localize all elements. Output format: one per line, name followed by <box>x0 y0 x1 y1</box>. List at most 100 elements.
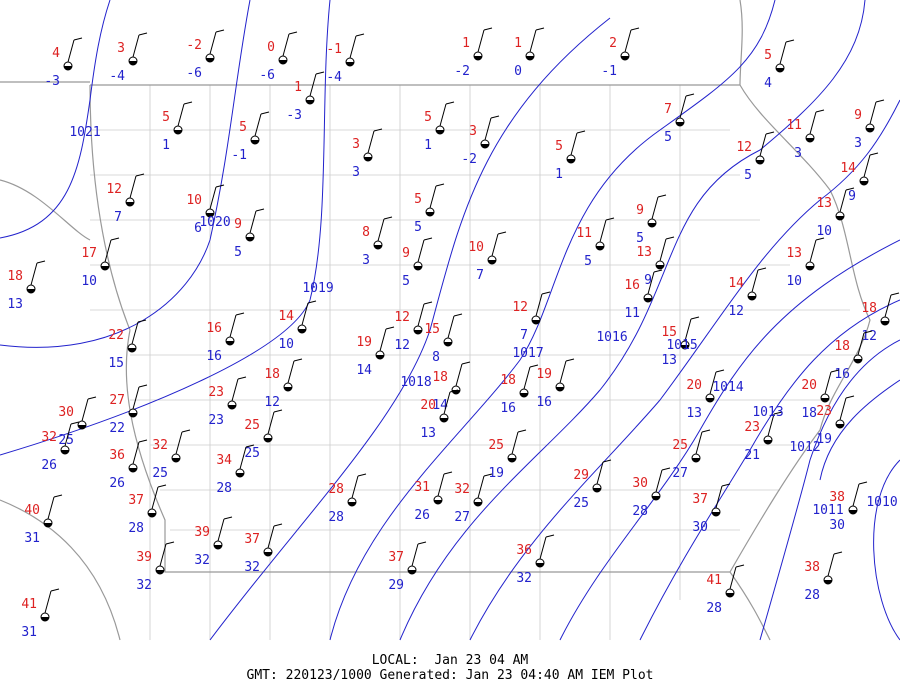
wind-barb-staff <box>287 360 295 384</box>
station: 3 -2 <box>461 115 500 167</box>
wind-barb-staff <box>239 446 247 470</box>
wind-barb-staff <box>64 423 72 447</box>
wind-barb-flag <box>517 429 527 433</box>
wind-barb-staff <box>809 239 817 263</box>
isobar-label: 1019 <box>302 281 333 296</box>
sky-cover-fill <box>474 502 482 506</box>
dewpoint: 9 <box>848 189 856 204</box>
temperature: 18 <box>500 373 516 388</box>
sky-cover-fill <box>692 458 700 462</box>
wind-barb-staff <box>715 485 723 509</box>
temperature: 1 <box>462 36 470 51</box>
dewpoint: 16 <box>536 395 552 410</box>
temperature: 23 <box>816 404 832 419</box>
sky-cover-fill <box>264 438 272 442</box>
sky-cover-fill <box>129 413 137 417</box>
sky-cover-fill <box>414 266 422 270</box>
sky-cover-fill <box>408 570 416 574</box>
wind-barb-flag <box>602 459 612 463</box>
dewpoint: 16 <box>834 367 850 382</box>
dewpoint: 28 <box>128 521 144 536</box>
station: 37 28 <box>128 484 167 536</box>
wind-barb-staff <box>759 133 767 157</box>
sky-cover-fill <box>474 56 482 60</box>
temperature: 11 <box>786 118 802 133</box>
dewpoint: 0 <box>514 64 522 79</box>
wind-barb-flag <box>273 523 283 527</box>
station: 25 27 <box>672 429 711 481</box>
temperature: 20 <box>420 398 436 413</box>
sky-cover-fill <box>126 202 134 206</box>
wind-barb-flag <box>138 32 148 36</box>
station: 1 -2 <box>454 27 493 79</box>
sky-cover-fill <box>764 440 772 444</box>
temperature: 29 <box>573 468 589 483</box>
wind-barb-flag <box>490 115 500 119</box>
sky-cover-fill <box>520 393 528 397</box>
temperature: 39 <box>194 525 210 540</box>
dewpoint: 3 <box>854 136 862 151</box>
sky-cover-fill <box>226 341 234 345</box>
footer-local: LOCAL: Jan 23 04 AM <box>372 653 529 668</box>
wind-barb-staff <box>455 363 463 387</box>
sky-cover-fill <box>346 62 354 66</box>
station: 23 21 <box>744 411 783 463</box>
dewpoint: -1 <box>231 148 247 163</box>
wind-barb-flag <box>535 27 545 31</box>
temperature: -2 <box>186 38 202 53</box>
wind-barb-flag <box>845 395 855 399</box>
wind-barb-flag <box>721 483 731 487</box>
wind-barb-flag <box>576 130 586 134</box>
sky-cover-fill <box>436 130 444 134</box>
temperature: 11 <box>576 226 592 241</box>
wind-barb-staff <box>659 238 667 262</box>
wind-barb-staff <box>624 29 632 53</box>
temperature: 2 <box>609 36 617 51</box>
wind-barb-flag <box>685 93 695 97</box>
temperature: 34 <box>216 453 232 468</box>
isobar-label: 1010 <box>866 495 897 510</box>
sky-cover-fill <box>284 387 292 391</box>
dewpoint: 5 <box>584 254 592 269</box>
temperature: 37 <box>128 493 144 508</box>
sky-cover-fill <box>821 398 829 402</box>
dewpoint: -6 <box>259 68 275 83</box>
wind-barb-staff <box>254 113 262 137</box>
sky-cover-fill <box>129 61 137 65</box>
station: 28 28 <box>328 473 367 525</box>
temperature: 16 <box>206 321 222 336</box>
wind-barb-staff <box>559 360 567 384</box>
sky-cover-fill <box>532 320 540 324</box>
temperature: 41 <box>706 573 722 588</box>
dewpoint: 25 <box>244 446 260 461</box>
wind-barb-flag <box>183 101 193 105</box>
sky-cover-fill <box>726 593 734 597</box>
sky-cover-fill <box>426 212 434 216</box>
wind-barb-staff <box>417 303 425 327</box>
wind-barb-staff <box>827 553 835 577</box>
sky-cover-fill <box>656 265 664 269</box>
wind-barb-staff <box>417 239 425 263</box>
wind-barb-flag <box>235 312 245 316</box>
wind-barb-staff <box>477 475 485 499</box>
sky-cover-fill <box>881 321 889 325</box>
wind-barb-staff <box>679 95 687 119</box>
wind-barb-flag <box>383 216 393 220</box>
wind-barb-staff <box>151 486 159 510</box>
dewpoint: 7 <box>520 328 528 343</box>
dewpoint: 13 <box>686 406 702 421</box>
sky-cover-fill <box>78 425 86 429</box>
station: 95 <box>234 208 265 260</box>
sky-cover-fill <box>172 458 180 462</box>
wind-barb-staff <box>132 386 140 410</box>
wind-barb-staff <box>695 431 703 455</box>
sky-cover-fill <box>681 345 689 349</box>
station: 37 30 <box>692 483 731 535</box>
dewpoint: 14 <box>356 363 372 378</box>
wind-barb-staff <box>596 461 604 485</box>
temperature: 32 <box>454 482 470 497</box>
wind-barb-flag <box>293 358 303 362</box>
station: 32 25 <box>152 429 191 481</box>
